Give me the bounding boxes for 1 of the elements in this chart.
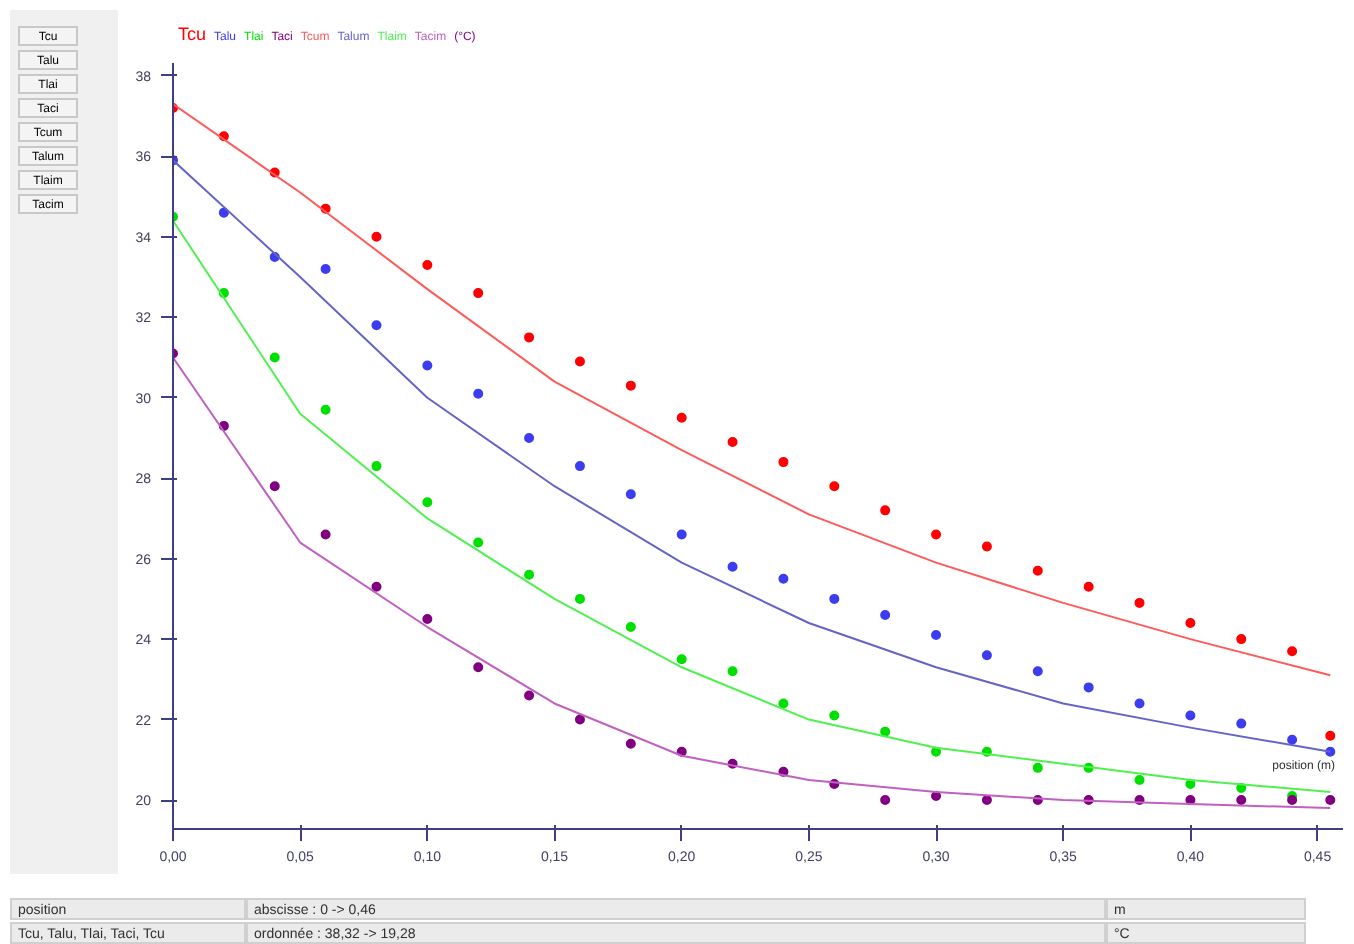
text: Tcu <box>178 24 207 44</box>
